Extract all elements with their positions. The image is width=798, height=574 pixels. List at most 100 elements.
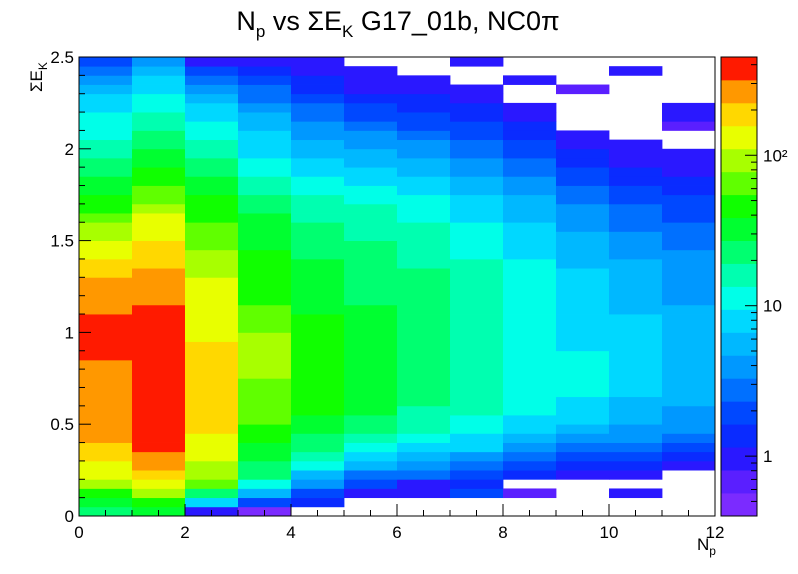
heatmap-cell (609, 470, 663, 480)
heatmap-cell (132, 295, 186, 306)
heatmap-cell (344, 405, 398, 416)
heatmap-cell (397, 139, 451, 150)
heatmap-cell (238, 102, 292, 113)
heatmap-cell (344, 222, 398, 232)
heatmap-cell (397, 176, 451, 186)
heatmap-cell (238, 378, 292, 388)
heatmap-cell (397, 350, 451, 361)
heatmap-cell (556, 470, 610, 480)
heatmap-cell (79, 75, 133, 85)
heatmap-cell (79, 405, 133, 416)
color-bar-tick-label: 1 (763, 447, 772, 466)
heatmap-cell (556, 295, 610, 306)
heatmap-cell (185, 314, 239, 324)
heatmap-cell (132, 350, 186, 361)
heatmap-cell (132, 249, 186, 260)
heatmap-cell (291, 488, 345, 499)
heatmap-cell (185, 350, 239, 361)
heatmap-cell (291, 231, 345, 241)
heatmap-cell (503, 148, 557, 159)
heatmap-cell (556, 314, 610, 324)
heatmap-cell (291, 451, 345, 462)
heatmap-cell (132, 176, 186, 186)
heatmap-cell (450, 240, 504, 251)
heatmap-cell (132, 396, 186, 407)
heatmap-cell (609, 231, 663, 241)
heatmap-cell (185, 387, 239, 398)
heatmap-cell (79, 112, 133, 122)
heatmap-cell (132, 314, 186, 324)
heatmap-cell (238, 479, 292, 489)
heatmap-cell (450, 332, 504, 342)
heatmap-cell (397, 341, 451, 352)
heatmap-cell (450, 222, 504, 232)
heatmap-cell (609, 240, 663, 251)
heatmap-cell (344, 479, 398, 489)
heatmap-cell (397, 433, 451, 443)
heatmap-cell (238, 139, 292, 150)
heatmap-cell (79, 451, 133, 462)
heatmap-cell (662, 323, 716, 333)
heatmap-cell (503, 286, 557, 297)
heatmap-cell (450, 415, 504, 425)
heatmap-cell (609, 222, 663, 232)
heatmap-cell (291, 66, 345, 76)
heatmap-cell (556, 433, 610, 443)
heatmap-cell (291, 249, 345, 260)
heatmap-cell (556, 359, 610, 370)
heatmap-cell (344, 314, 398, 324)
heatmap-cell (132, 277, 186, 287)
heatmap-cell (291, 286, 345, 297)
heatmap-cell (185, 378, 239, 388)
heatmap-cell (185, 148, 239, 159)
heatmap-cell (450, 460, 504, 471)
heatmap-cell (185, 277, 239, 287)
heatmap-cell (556, 176, 610, 186)
heatmap-cell (556, 203, 610, 214)
heatmap-cell (238, 488, 292, 499)
heatmap-cell (344, 148, 398, 159)
heatmap-cell (397, 405, 451, 416)
heatmap-cell (291, 277, 345, 287)
heatmap-cell (556, 130, 610, 141)
heatmap-cell (185, 332, 239, 342)
heatmap-cell (662, 194, 716, 205)
heatmap-cell (79, 157, 133, 168)
heatmap-cell (344, 350, 398, 361)
heatmap-cell (132, 157, 186, 168)
heatmap-cell (185, 84, 239, 95)
heatmap-cell (344, 323, 398, 333)
heatmap-cell (79, 102, 133, 113)
heatmap-cell (556, 222, 610, 232)
heatmap-cell (556, 323, 610, 333)
heatmap-cell (132, 497, 186, 508)
heatmap-cell (238, 497, 292, 508)
heatmap-cell (185, 424, 239, 434)
heatmap-cell (132, 213, 186, 223)
heatmap-cell (238, 185, 292, 196)
heatmap-cell (132, 433, 186, 443)
color-bar-segment (721, 148, 757, 173)
heatmap-cell (79, 341, 133, 352)
heatmap-cell (662, 112, 716, 122)
color-bar-segment (721, 125, 757, 150)
heatmap-cell (291, 369, 345, 379)
heatmap-cell (662, 387, 716, 398)
heatmap-cell (450, 57, 504, 67)
heatmap-cell (556, 249, 610, 260)
heatmap-cell (238, 369, 292, 379)
heatmap-cell (344, 369, 398, 379)
heatmap-cell (609, 268, 663, 278)
heatmap-cell (503, 415, 557, 425)
heatmap-cell (662, 185, 716, 196)
heatmap-cell (185, 415, 239, 425)
heatmap-cell (291, 460, 345, 471)
heatmap-cell (450, 396, 504, 407)
heatmap-cell (185, 176, 239, 186)
heatmap-cell (185, 405, 239, 416)
heatmap-cell (132, 479, 186, 489)
heatmap-cell (450, 139, 504, 150)
heatmap-cell (238, 433, 292, 443)
heatmap-cell (291, 479, 345, 489)
